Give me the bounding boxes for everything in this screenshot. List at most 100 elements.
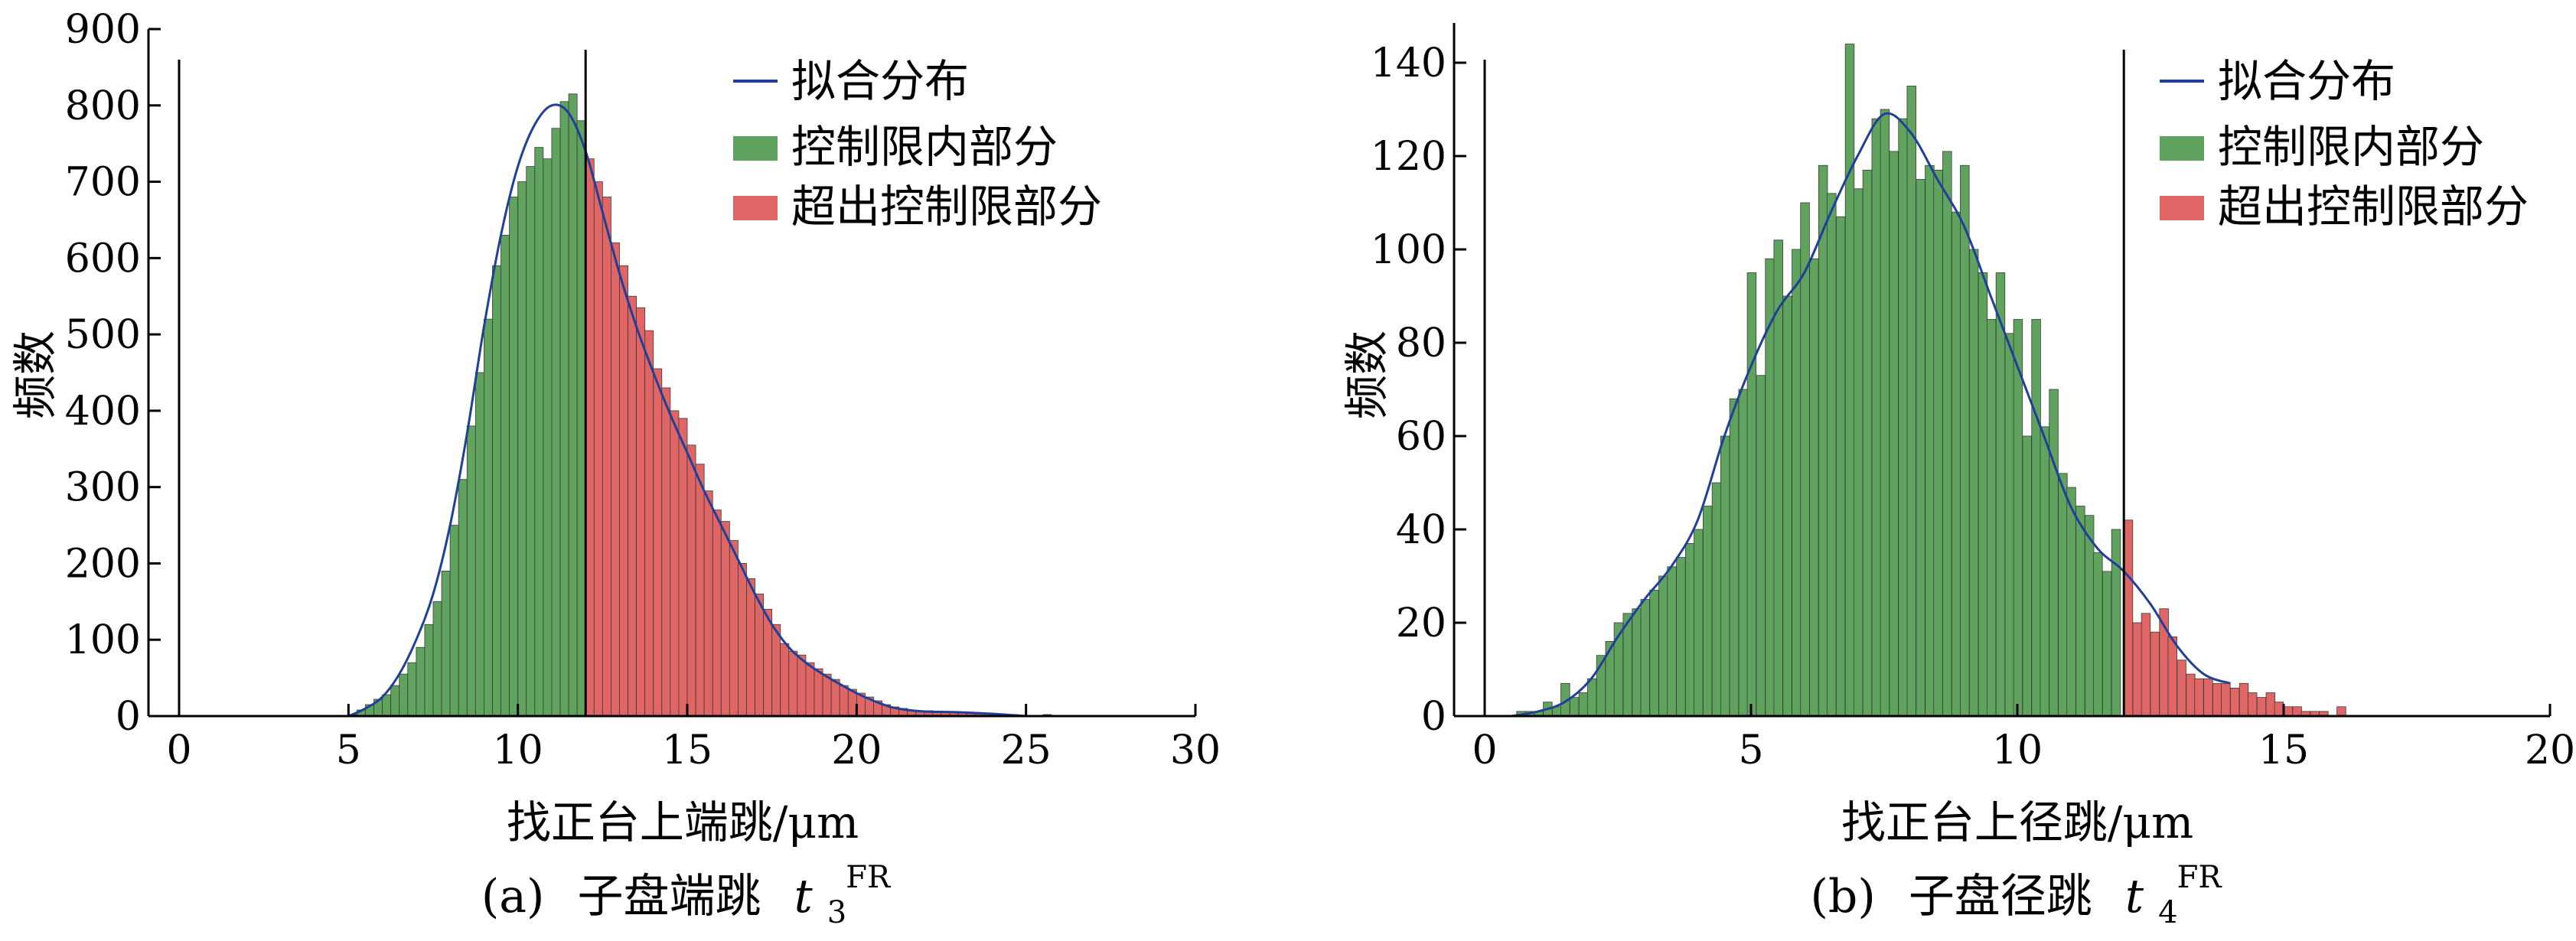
histogram-bar-in-limit [382,694,392,717]
histogram-bar-out-limit [738,563,747,717]
chart-b-fit-line [1511,112,2231,718]
chart-b: 0 5 10 15 20 0 20 40 60 80 100 120 140 频数 找正台上径跳/μm… [1341,23,2575,934]
histogram-bar-in-limit [466,425,476,717]
histogram-bar-in-limit [1569,697,1580,717]
histogram-bar-in-limit [1632,608,1642,717]
histogram-bar-out-limit [2150,631,2160,717]
chart-b-caption-symbol: t [2125,870,2144,923]
histogram-bar-in-limit [2049,389,2059,717]
histogram-bar-in-limit [474,372,484,717]
histogram-bar-in-limit [1880,109,1890,717]
x-tick-label: 20 [831,728,882,773]
chart-a-legend-in-label: 控制限内部分 [791,121,1058,173]
histogram-bar-out-limit [593,181,603,717]
chart-b-caption-prefix: (b) [1811,870,1876,923]
histogram-bar-in-limit [1827,193,1837,717]
histogram-bar-in-limit [1844,44,1855,717]
histogram-bar-in-limit [1933,169,1943,717]
histogram-bar-in-limit [1746,272,1757,717]
y-tick-label: 700 [65,160,141,206]
histogram-bar-out-limit [814,668,823,717]
chart-a: 0 5 10 15 20 25 30 0 100 200 300 400 500 600 700 800 90… [9,7,1221,934]
chart-b-legend-in-swatch [2160,136,2204,161]
histogram-bar-out-limit [2203,678,2213,717]
histogram-bar-in-limit [424,624,434,717]
histogram-bar-in-limit [441,571,451,717]
chart-a-caption-text: 子盘端跳 [577,870,761,923]
y-tick-label: 200 [65,541,141,587]
histogram-bar-in-limit [551,128,561,717]
histogram-bar-in-limit [543,158,553,717]
y-tick-label: 800 [65,83,141,129]
histogram-bar-in-limit [559,101,569,717]
histogram-bar-out-limit [771,624,781,717]
chart-a-caption-sub: 3 [827,895,846,930]
chart-b-caption-text: 子盘径跳 [1909,870,2092,923]
histogram-bar-in-limit [1898,118,1908,717]
histogram-bar-in-limit [1658,575,1668,717]
chart-a-xlabel: 找正台上端跳/μm [507,796,859,848]
x-tick-label: 5 [1738,728,1763,773]
histogram-bar-in-limit [407,662,417,717]
chart-a-fit-line [347,103,1026,718]
histogram-bar-in-limit [2031,319,2041,717]
histogram-bar-out-limit [805,662,815,717]
chart-b-caption: (b) 子盘径跳 t 4 FR [1811,860,2223,934]
histogram-bar-out-limit [670,410,680,717]
x-tick-label: 25 [1001,728,1052,773]
histogram-bar-in-limit [2075,506,2085,717]
histogram-bar-in-limit [492,265,501,717]
histogram-bar-in-limit [1756,375,1766,717]
histogram-bar-out-limit [653,368,663,717]
chart-a-caption-symbol: t [794,870,814,923]
y-tick-label: 0 [1421,694,1446,740]
y-tick-label: 80 [1396,321,1446,366]
histogram-bar-out-limit [636,307,646,717]
chart-a-legend: 拟合分布 控制限内部分 超出控制限部分 [733,55,1102,233]
histogram-bar-out-limit [2132,622,2143,717]
histogram-bar-out-limit [788,650,798,717]
histogram-bar-in-limit [1640,599,1650,717]
histogram-bar-out-limit [2212,682,2222,717]
histogram-bar-in-limit [568,93,578,717]
histogram-bar-in-limit [432,601,442,717]
x-tick-label: 10 [1992,728,2043,773]
histogram-bar-in-limit [2022,435,2032,717]
histogram-bar-out-limit [2123,519,2134,717]
histogram-bar-in-limit [2111,529,2121,717]
histogram-bar-out-limit [703,490,713,717]
histogram-bar-out-limit [2167,636,2177,717]
chart-b-legend-out-swatch [2160,196,2204,220]
histogram-bar-in-limit [399,673,409,717]
chart-a-caption: (a) 子盘端跳 t 3 FR [481,860,892,934]
histogram-bar-in-limit [1942,151,1952,717]
x-tick-label: 15 [662,728,712,773]
histogram-bar-in-limit [1649,589,1659,717]
x-tick-label: 10 [493,728,543,773]
histogram-bar-in-limit [1720,435,1730,717]
histogram-bar-out-limit [839,685,849,717]
histogram-bar-in-limit [1862,169,1873,717]
histogram-bar-in-limit [501,234,510,717]
histogram-bar-in-limit [1995,272,2006,717]
histogram-bar-in-limit [2093,552,2103,717]
histogram-bar-out-limit [729,540,739,717]
histogram-bar-out-limit [763,608,773,717]
histogram-bar-out-limit [695,464,705,717]
histogram-bar-in-limit [1889,151,1899,717]
histogram-bar-in-limit [484,318,493,717]
histogram-bar-out-limit [2229,688,2240,717]
histogram-bar-in-limit [1586,678,1597,717]
chart-b-legend-in-label: 控制限内部分 [2218,121,2484,173]
histogram-bar-in-limit [1684,542,1695,717]
y-tick-label: 500 [65,312,141,358]
chart-b-y-ticks: 0 20 40 60 80 100 120 140 [1371,41,1466,740]
histogram-bar-in-limit [2004,333,2014,717]
chart-b-x-ticks: 0 5 10 15 20 [1472,704,2575,773]
histogram-bar-in-limit [1782,295,1792,717]
histogram-bar-out-limit [2283,706,2294,717]
y-tick-label: 20 [1396,601,1446,646]
histogram-bar-in-limit [390,685,400,717]
histogram-bar-out-limit [602,197,611,717]
